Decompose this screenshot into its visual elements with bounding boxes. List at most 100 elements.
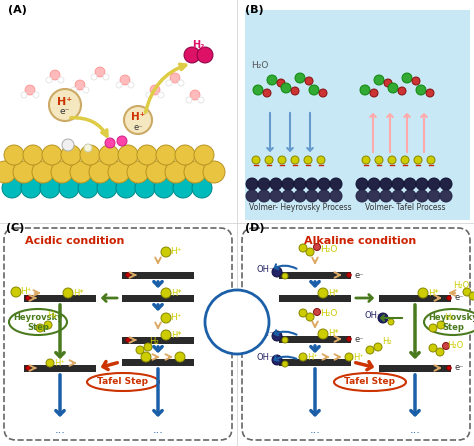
Circle shape bbox=[356, 178, 368, 190]
Circle shape bbox=[25, 85, 35, 95]
Text: H₂: H₂ bbox=[192, 40, 204, 50]
Text: Tafel Step: Tafel Step bbox=[98, 377, 148, 387]
Text: H⁺: H⁺ bbox=[308, 352, 319, 362]
Circle shape bbox=[277, 79, 285, 87]
Circle shape bbox=[469, 292, 474, 300]
Circle shape bbox=[78, 178, 98, 198]
FancyBboxPatch shape bbox=[122, 294, 194, 301]
Circle shape bbox=[146, 92, 152, 98]
Text: H₂O: H₂O bbox=[453, 281, 469, 289]
Circle shape bbox=[173, 178, 193, 198]
Circle shape bbox=[161, 330, 171, 340]
Circle shape bbox=[306, 190, 318, 202]
Circle shape bbox=[319, 89, 327, 97]
Circle shape bbox=[270, 190, 282, 202]
Circle shape bbox=[347, 337, 351, 341]
Circle shape bbox=[347, 273, 351, 277]
Text: H*: H* bbox=[328, 330, 338, 339]
Circle shape bbox=[21, 178, 41, 198]
Circle shape bbox=[42, 145, 62, 165]
Circle shape bbox=[440, 178, 452, 190]
Circle shape bbox=[33, 92, 39, 98]
Circle shape bbox=[330, 190, 342, 202]
Circle shape bbox=[463, 288, 471, 296]
Circle shape bbox=[126, 273, 130, 277]
Circle shape bbox=[21, 92, 27, 98]
Circle shape bbox=[436, 348, 444, 356]
Text: ...: ... bbox=[55, 425, 65, 435]
Circle shape bbox=[198, 97, 204, 103]
Text: H₂: H₂ bbox=[444, 314, 454, 322]
Circle shape bbox=[305, 77, 313, 85]
Circle shape bbox=[392, 178, 404, 190]
Text: H₂: H₂ bbox=[149, 336, 159, 346]
Circle shape bbox=[282, 178, 294, 190]
Circle shape bbox=[120, 75, 130, 85]
Circle shape bbox=[175, 145, 195, 165]
FancyBboxPatch shape bbox=[279, 359, 351, 366]
Circle shape bbox=[170, 73, 180, 83]
Circle shape bbox=[36, 324, 44, 332]
FancyBboxPatch shape bbox=[242, 228, 470, 440]
Circle shape bbox=[154, 178, 174, 198]
Text: ...: ... bbox=[410, 425, 420, 435]
Circle shape bbox=[370, 89, 378, 97]
Circle shape bbox=[58, 77, 64, 83]
Circle shape bbox=[380, 178, 392, 190]
Circle shape bbox=[318, 178, 330, 190]
Circle shape bbox=[108, 161, 130, 183]
Circle shape bbox=[44, 321, 52, 329]
Circle shape bbox=[51, 161, 73, 183]
Text: Step: Step bbox=[442, 323, 464, 333]
Circle shape bbox=[309, 85, 319, 95]
Circle shape bbox=[416, 190, 428, 202]
FancyBboxPatch shape bbox=[122, 336, 194, 343]
Circle shape bbox=[291, 87, 299, 95]
Circle shape bbox=[282, 361, 288, 367]
Circle shape bbox=[46, 359, 54, 367]
Circle shape bbox=[282, 190, 294, 202]
Circle shape bbox=[398, 87, 406, 95]
Circle shape bbox=[50, 70, 60, 80]
Circle shape bbox=[267, 75, 277, 85]
Circle shape bbox=[0, 161, 16, 183]
Text: Heyrovsky: Heyrovsky bbox=[428, 314, 474, 322]
Circle shape bbox=[126, 338, 130, 342]
Circle shape bbox=[61, 145, 81, 165]
Circle shape bbox=[281, 83, 291, 93]
Text: H*: H* bbox=[171, 330, 182, 339]
Text: Volmer- Tafel Process: Volmer- Tafel Process bbox=[365, 203, 445, 212]
Circle shape bbox=[374, 75, 384, 85]
Circle shape bbox=[374, 343, 382, 351]
Circle shape bbox=[166, 80, 172, 86]
Circle shape bbox=[412, 77, 420, 85]
Circle shape bbox=[318, 190, 330, 202]
Circle shape bbox=[246, 190, 258, 202]
Text: e⁻: e⁻ bbox=[354, 271, 364, 280]
Circle shape bbox=[380, 190, 392, 202]
Text: Alkaline condition: Alkaline condition bbox=[304, 236, 416, 246]
Circle shape bbox=[165, 161, 187, 183]
Circle shape bbox=[192, 178, 212, 198]
Circle shape bbox=[299, 244, 307, 252]
Circle shape bbox=[313, 244, 320, 251]
Text: H₂O: H₂O bbox=[320, 244, 337, 253]
Circle shape bbox=[161, 313, 171, 323]
Circle shape bbox=[89, 161, 111, 183]
Circle shape bbox=[437, 321, 445, 329]
Circle shape bbox=[388, 83, 398, 93]
Circle shape bbox=[270, 178, 282, 190]
Circle shape bbox=[401, 156, 409, 164]
Circle shape bbox=[366, 346, 374, 354]
FancyBboxPatch shape bbox=[122, 359, 194, 366]
Circle shape bbox=[304, 156, 312, 164]
Circle shape bbox=[265, 156, 273, 164]
Text: Volmer: Volmer bbox=[216, 311, 258, 321]
Circle shape bbox=[124, 106, 152, 134]
Circle shape bbox=[392, 190, 404, 202]
Ellipse shape bbox=[424, 309, 474, 335]
Ellipse shape bbox=[87, 373, 159, 391]
Text: (B): (B) bbox=[245, 5, 264, 15]
Text: (C): (C) bbox=[6, 223, 24, 233]
Text: e⁻: e⁻ bbox=[133, 123, 143, 132]
